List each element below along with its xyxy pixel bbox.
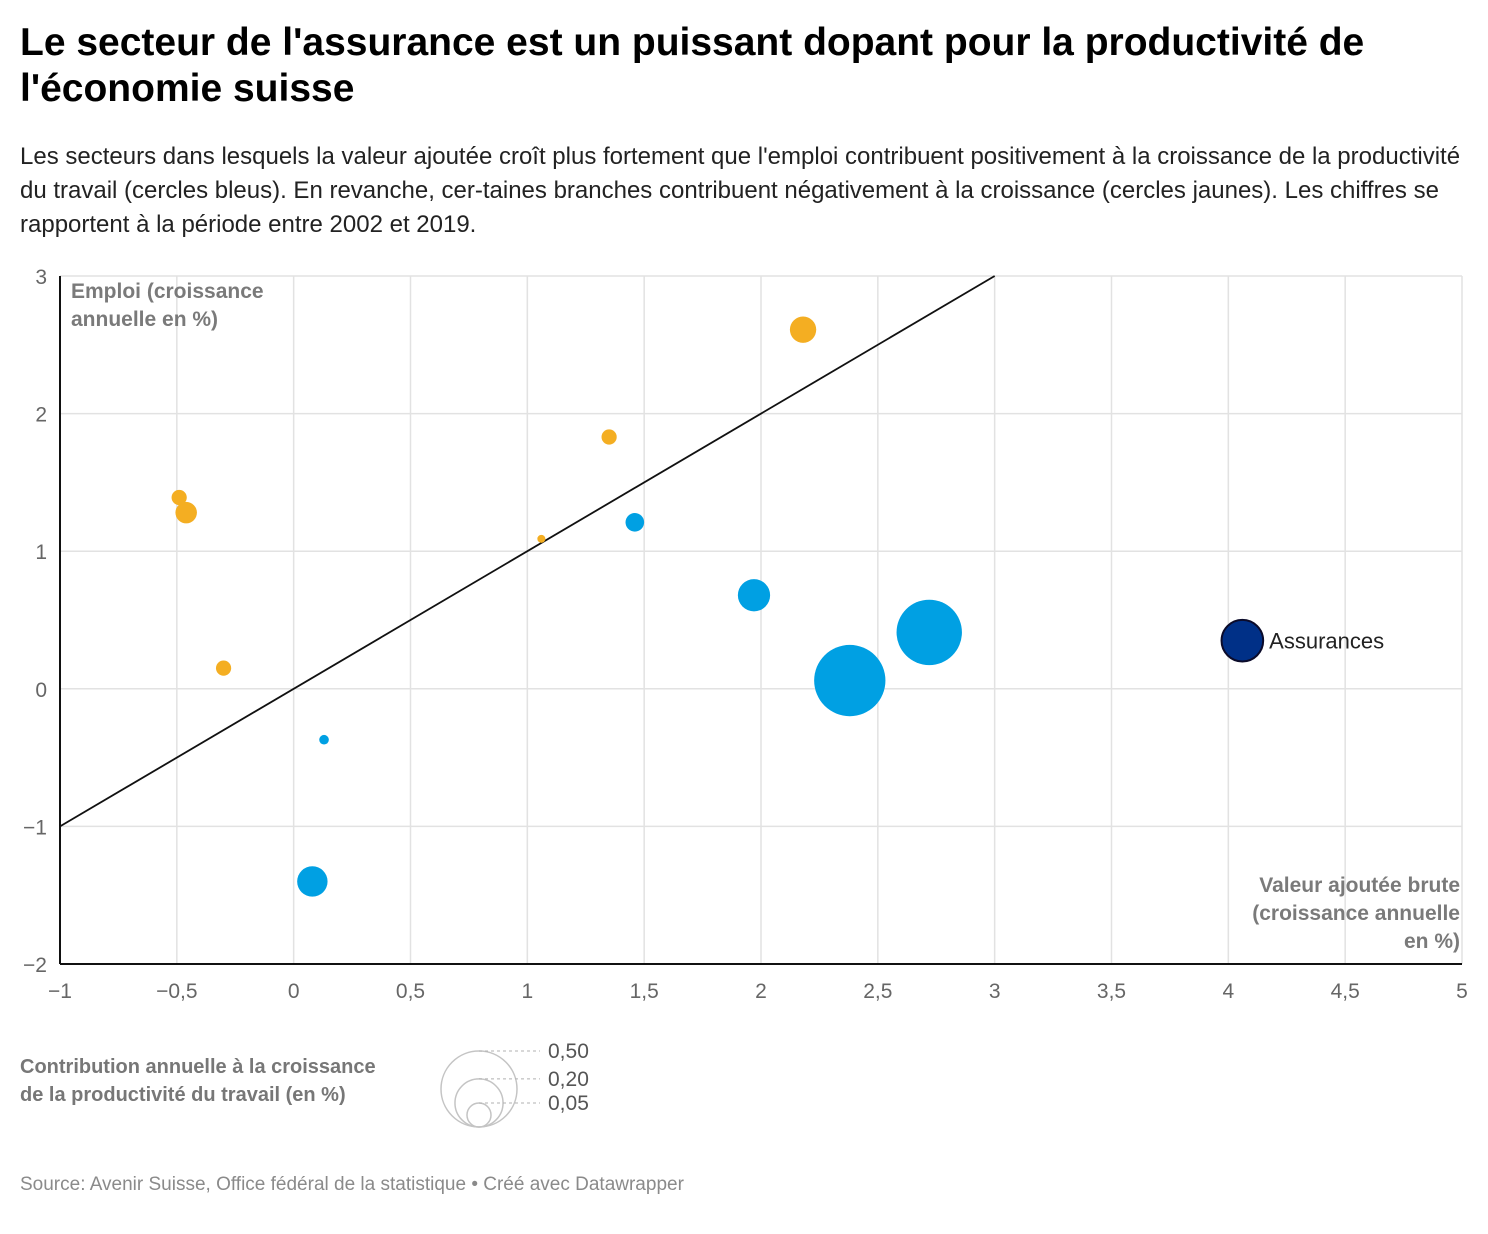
x-axis-title: (croissance annuelle xyxy=(1252,902,1460,925)
size-legend-title-line: de la productivité du travail (en %) xyxy=(20,1084,346,1106)
x-axis-title: en %) xyxy=(1404,930,1460,953)
data-point xyxy=(601,429,617,445)
x-tick-label: 4,5 xyxy=(1331,980,1360,1003)
data-point xyxy=(297,866,328,897)
data-point xyxy=(215,660,232,676)
source-note: Source: Avenir Suisse, Office fédéral de… xyxy=(20,1174,684,1195)
x-tick-label: 0,5 xyxy=(396,980,425,1003)
x-tick-label: 2 xyxy=(755,980,767,1003)
y-tick-label: −2 xyxy=(23,954,47,977)
y-tick-label: 3 xyxy=(35,266,47,289)
y-tick-label: −1 xyxy=(23,816,47,839)
label-layer: Assurances Emploi (croissance annuelle en … xyxy=(71,280,1460,953)
size-legend-label: 0,50 xyxy=(548,1040,589,1063)
reference-line xyxy=(59,275,996,828)
size-legend: 0,50 0,200,05 xyxy=(440,1040,589,1128)
highlight-point xyxy=(1220,618,1265,663)
x-tick-label: 0 xyxy=(288,980,300,1003)
size-legend-circle xyxy=(466,1102,492,1128)
data-point xyxy=(789,316,817,343)
x-tick-label: 3 xyxy=(989,980,1001,1003)
point-label: Assurances xyxy=(1269,629,1384,654)
data-point xyxy=(625,512,645,532)
points-layer xyxy=(171,316,1265,897)
data-point xyxy=(814,644,886,717)
size-legend-label: 0,20 xyxy=(548,1068,589,1091)
x-tick-label: −1 xyxy=(48,980,72,1003)
size-legend-label: 0,05 xyxy=(548,1092,589,1115)
x-tick-label: 1,5 xyxy=(630,980,659,1003)
chart-title: Le secteur de l'assurance est un puissan… xyxy=(20,21,1365,110)
data-point xyxy=(737,579,771,612)
chart-subtitle: Les secteurs dans lesquels la valeur ajo… xyxy=(20,143,1461,238)
grid-layer xyxy=(59,275,1463,965)
data-point xyxy=(319,734,329,745)
size-legend-circle xyxy=(440,1050,518,1128)
x-tick-label: −0,5 xyxy=(156,980,197,1003)
reference-line-layer xyxy=(59,275,996,828)
x-tick-label: 4 xyxy=(1222,980,1234,1003)
x-tick-label: 3,5 xyxy=(1097,980,1126,1003)
y-tick-label: 2 xyxy=(35,404,47,427)
data-point xyxy=(175,501,197,524)
data-point xyxy=(896,599,962,666)
y-tick-label: 1 xyxy=(35,541,47,564)
x-tick-label: 2,5 xyxy=(863,980,892,1003)
x-axis-title: Valeur ajoutée brute xyxy=(1259,874,1460,897)
y-axis-title: annuelle en %) xyxy=(71,308,218,331)
x-tick-label: 1 xyxy=(521,980,533,1003)
x-tick-label: 5 xyxy=(1456,980,1468,1003)
size-legend-title: Contribution annuelle à la croissance de… xyxy=(20,1053,440,1109)
y-tick-label: 0 xyxy=(35,679,47,702)
y-axis-title: Emploi (croissance xyxy=(71,280,264,303)
data-point xyxy=(171,489,187,506)
size-legend-title-line: Contribution annuelle à la croissance xyxy=(20,1056,376,1078)
data-point xyxy=(537,534,546,543)
